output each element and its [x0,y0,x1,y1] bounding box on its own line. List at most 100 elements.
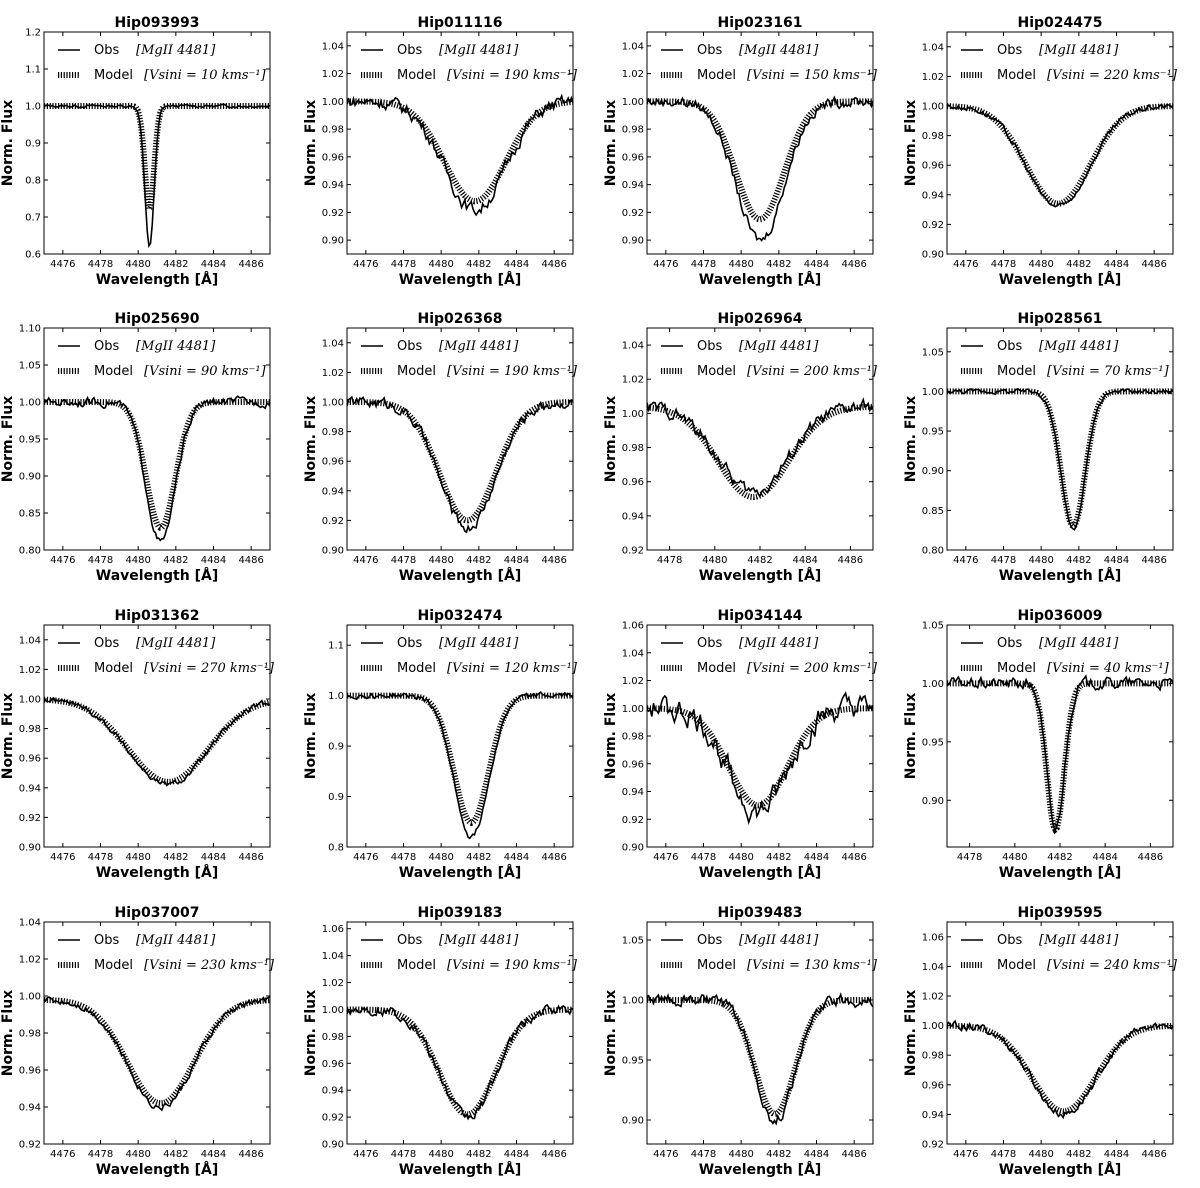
x-tick-label: 4478 [88,259,113,270]
y-tick-label: 1.1 [328,641,344,652]
y-tick-label: 0.90 [19,843,41,854]
x-tick-label: 4478 [691,852,716,863]
x-tick-label: 4484 [504,555,529,566]
y-tick-label: 0.94 [19,1103,41,1114]
y-tick-label: 0.94 [622,180,644,191]
y-tick-label: 1.00 [622,409,644,420]
y-tick-label: 0.98 [322,427,344,438]
x-tick-label: 4484 [1092,852,1117,863]
y-tick-label: 1.02 [19,955,41,966]
y-axis-label: Norm. Flux [603,990,619,1076]
legend-model-label: Model [94,364,133,379]
plot-frame [646,31,874,255]
obs-series-line [947,674,1173,833]
legend-vsini-label: [Vsini = 190 kms⁻¹] [447,68,578,83]
y-tick-label: 0.96 [19,1066,41,1077]
legend-line-label: [MgII 4481] [439,339,519,354]
y-tick-label: 0.92 [922,220,944,231]
model-series-line [647,403,873,501]
model-series-line [947,1022,1173,1115]
x-axis-label: Wavelength [Å] [96,271,218,288]
panel-title: Hip037007 [115,905,200,921]
y-tick-label: 0.9 [25,139,41,150]
legend-vsini-label: [Vsini = 40 kms⁻¹] [1047,661,1170,676]
panel-title: Hip039595 [1018,905,1103,921]
x-tick-label: 4480 [125,555,150,566]
y-tick-label: 0.96 [622,477,644,488]
x-tick-label: 4476 [50,852,75,863]
x-tick-label: 4476 [353,259,378,270]
legend-obs-label: Obs [397,933,422,948]
x-tick-label: 4486 [841,1149,866,1160]
panel-hip036009: Hip036009 0.90 0.95 1.00 1.05 4478 4480 4482 448… [903,608,1174,881]
x-tick-label: 4478 [88,1149,113,1160]
plot-frame [646,624,874,848]
y-tick-label: 1.02 [322,978,344,989]
x-tick-label: 4486 [838,555,863,566]
y-tick-label: 1.02 [922,72,944,83]
y-axis-label: Norm. Flux [303,990,319,1076]
x-tick-label: 4478 [691,259,716,270]
plot-frame [43,624,271,848]
y-tick-label: 0.94 [322,1086,344,1097]
x-tick-label: 4484 [804,1149,829,1160]
x-tick-label: 4480 [728,1149,753,1160]
y-tick-label: 0.94 [622,511,644,522]
panel-title: Hip023161 [718,15,803,31]
panel-hip023161: Hip023161 0.90 0.92 0.94 0.96 0.98 1.00 1.02 1.0… [603,15,878,288]
obs-series-line [347,93,573,217]
obs-series-line [347,691,573,840]
x-tick-label: 4486 [841,852,866,863]
y-tick-label: 1.05 [622,936,644,947]
y-tick-label: 1.04 [322,951,344,962]
legend-obs-label: Obs [94,43,119,58]
obs-series-line [947,103,1173,208]
model-series-line [347,692,573,827]
x-axis-label: Wavelength [Å] [999,567,1121,584]
y-tick-label: 0.94 [622,787,644,798]
legend-obs-label: Obs [94,339,119,354]
x-tick-label: 4484 [1104,1149,1129,1160]
x-tick-label: 4482 [466,259,491,270]
legend-obs-label: Obs [94,636,119,651]
plot-frame [43,921,271,1145]
y-tick-label: 1.00 [922,102,944,113]
y-tick-label: 0.96 [322,457,344,468]
x-tick-label: 4486 [238,1149,263,1160]
legend-vsini-label: [Vsini = 230 kms⁻¹] [144,958,275,973]
x-tick-label: 4484 [201,259,226,270]
x-tick-label: 4484 [1104,555,1129,566]
y-tick-label: 0.98 [19,724,41,735]
x-tick-label: 4482 [163,259,188,270]
y-tick-label: 0.90 [622,843,644,854]
legend-model-label: Model [697,661,736,676]
x-tick-label: 4476 [353,1149,378,1160]
y-tick-label: 1.02 [322,69,344,80]
x-axis-label: Wavelength [Å] [999,1161,1121,1178]
y-tick-label: 1.00 [322,97,344,108]
y-tick-label: 1.0 [25,102,41,113]
x-tick-label: 4476 [353,555,378,566]
x-tick-label: 4480 [428,259,453,270]
plot-frame [946,921,1174,1145]
plot-frame [646,921,874,1145]
y-tick-label: 0.85 [19,509,41,520]
legend-line-label: [MgII 4481] [439,636,519,651]
obs-series-line [347,1003,573,1121]
x-tick-label: 4476 [653,1149,678,1160]
y-tick-label: 0.98 [19,1029,41,1040]
x-tick-label: 4484 [804,259,829,270]
panel-hip093993: Hip093993 0.6 0.7 0.8 0.9 1.0 1.1 1.2 4476 4478 44… [0,15,271,288]
y-tick-label: 0.96 [622,152,644,163]
y-tick-label: 1.02 [922,992,944,1003]
x-tick-label: 4486 [841,259,866,270]
model-series-line [44,996,270,1107]
y-tick-label: 1.02 [19,665,41,676]
y-axis-label: Norm. Flux [0,100,16,186]
y-tick-label: 0.90 [19,472,41,483]
legend-model-label: Model [997,958,1036,973]
y-tick-label: 1.04 [322,338,344,349]
x-axis-label: Wavelength [Å] [699,271,821,288]
legend-obs-label: Obs [397,43,422,58]
y-tick-label: 1.2 [25,28,41,39]
